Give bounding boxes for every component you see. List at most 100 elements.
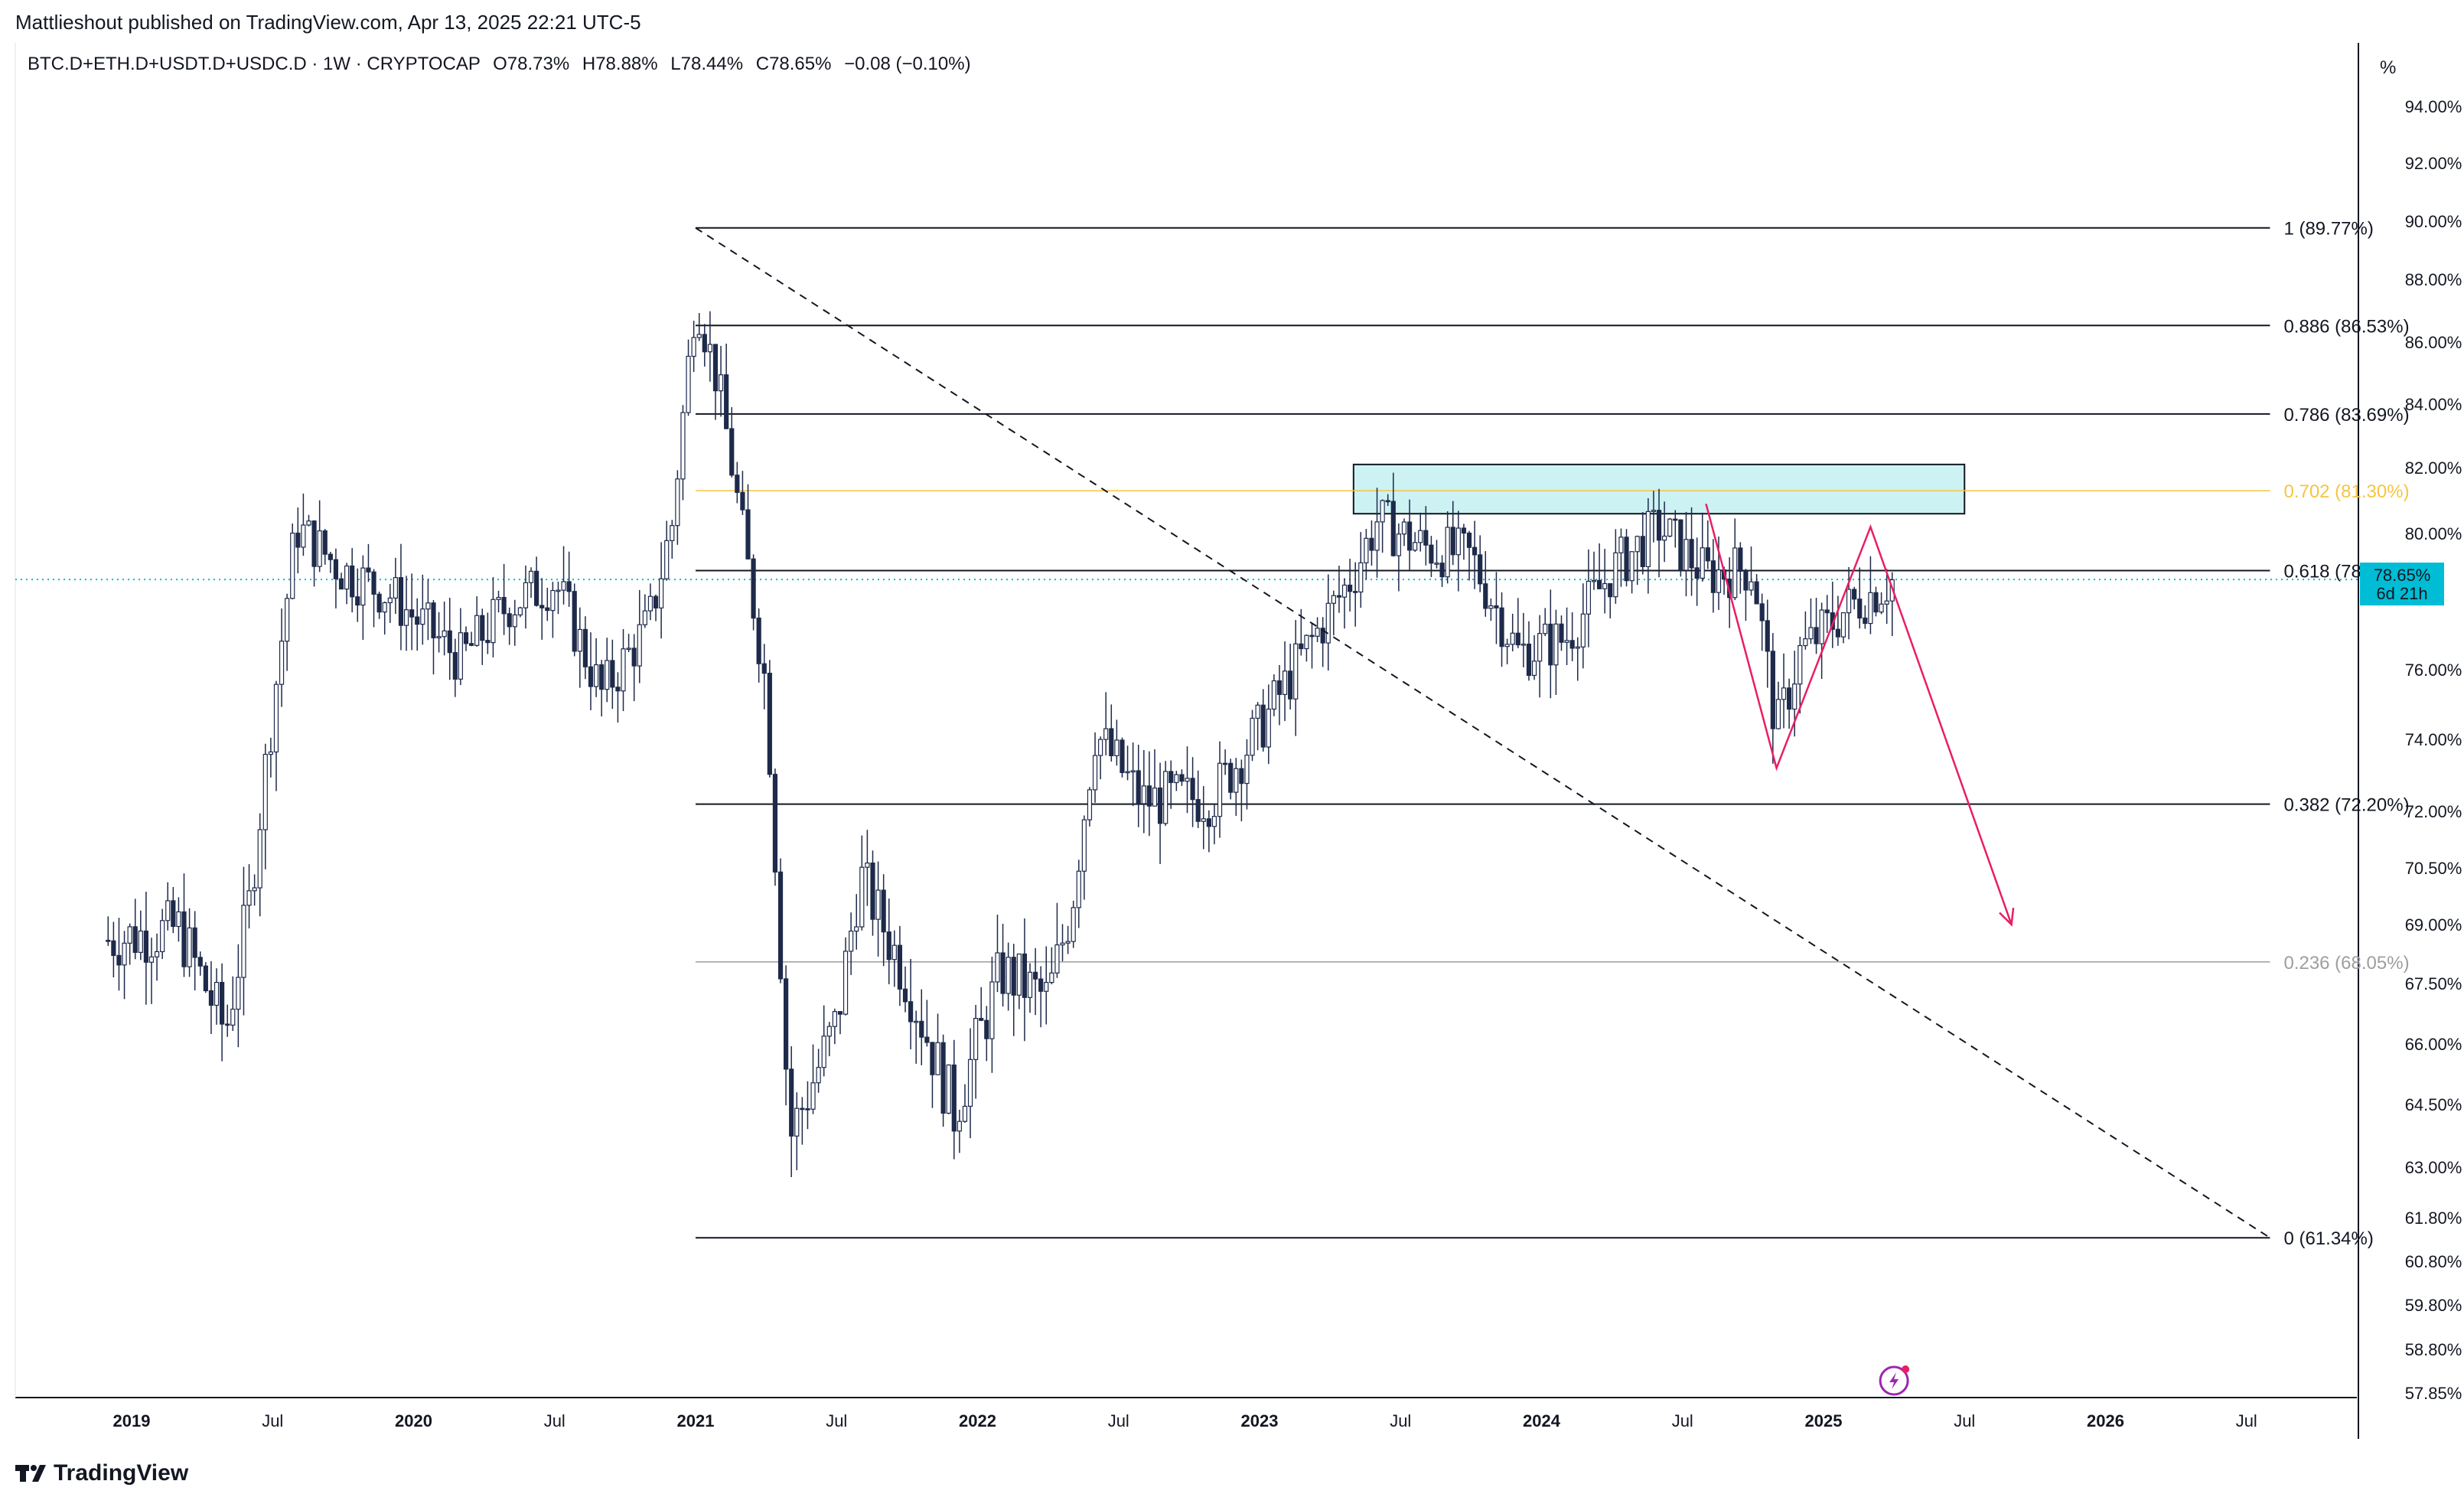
candle[interactable] — [1472, 546, 1478, 556]
candle[interactable] — [686, 355, 691, 413]
candle[interactable] — [605, 660, 610, 690]
candle[interactable] — [192, 927, 197, 958]
candle[interactable] — [360, 567, 366, 606]
candle[interactable] — [1515, 632, 1520, 646]
candle[interactable] — [523, 582, 529, 608]
candle[interactable] — [1543, 623, 1548, 634]
candle[interactable] — [1157, 787, 1163, 824]
candle[interactable] — [1364, 537, 1369, 563]
candle[interactable] — [420, 608, 425, 625]
candle[interactable] — [1038, 978, 1044, 992]
candle[interactable] — [1076, 870, 1081, 908]
candle[interactable] — [393, 577, 398, 599]
candle[interactable] — [1814, 627, 1819, 644]
candle[interactable] — [1683, 539, 1689, 571]
candle[interactable] — [1716, 569, 1722, 593]
candle[interactable] — [751, 558, 756, 619]
candle[interactable] — [784, 978, 789, 1070]
candle[interactable] — [935, 1042, 940, 1075]
candle[interactable] — [1835, 628, 1840, 638]
candle[interactable] — [203, 965, 208, 992]
candle[interactable] — [1032, 971, 1038, 980]
candle[interactable] — [1071, 907, 1076, 942]
candle[interactable] — [1081, 819, 1087, 872]
candle[interactable] — [1120, 739, 1125, 774]
candle[interactable] — [431, 602, 436, 638]
candle[interactable] — [1011, 957, 1016, 996]
candle[interactable] — [1136, 770, 1141, 804]
candle[interactable] — [458, 632, 464, 680]
candle[interactable] — [1873, 592, 1879, 613]
candle[interactable] — [1781, 687, 1787, 700]
candle[interactable] — [1125, 771, 1130, 774]
candle[interactable] — [1380, 500, 1385, 523]
candle[interactable] — [187, 927, 192, 967]
candle[interactable] — [1879, 603, 1884, 613]
candle[interactable] — [659, 578, 664, 608]
candle[interactable] — [1478, 554, 1483, 585]
candle[interactable] — [561, 581, 566, 591]
trend-line-dashed[interactable] — [695, 227, 2270, 1239]
candle[interactable] — [1808, 627, 1814, 640]
candle[interactable] — [1244, 755, 1250, 785]
candle[interactable] — [1749, 581, 1754, 591]
candle[interactable] — [1759, 603, 1765, 621]
candle[interactable] — [680, 412, 686, 480]
candle[interactable] — [810, 1082, 816, 1110]
candle[interactable] — [371, 571, 376, 595]
candle[interactable] — [550, 589, 556, 612]
candle[interactable] — [582, 628, 588, 667]
candle[interactable] — [311, 520, 317, 567]
candle[interactable] — [735, 475, 740, 493]
candle[interactable] — [236, 977, 241, 1010]
candle[interactable] — [387, 597, 393, 604]
candle[interactable] — [995, 952, 1000, 983]
candle[interactable] — [160, 920, 165, 953]
candle[interactable] — [485, 640, 491, 644]
candle[interactable] — [1863, 617, 1868, 625]
candle[interactable] — [951, 1064, 957, 1132]
candle[interactable] — [154, 951, 160, 957]
candle[interactable] — [376, 593, 382, 613]
candle[interactable] — [1520, 643, 1526, 646]
candle[interactable] — [398, 577, 404, 626]
candle[interactable] — [257, 829, 262, 889]
candle[interactable] — [772, 774, 778, 873]
candle[interactable] — [1027, 971, 1033, 998]
candle[interactable] — [1450, 527, 1455, 556]
candle[interactable] — [1271, 680, 1276, 710]
candle[interactable] — [1185, 778, 1190, 782]
candle[interactable] — [1803, 638, 1808, 647]
candle[interactable] — [865, 862, 870, 868]
candle[interactable] — [599, 664, 605, 690]
candle[interactable] — [767, 673, 772, 775]
candle[interactable] — [442, 630, 447, 638]
candle[interactable] — [621, 648, 626, 692]
candle[interactable] — [220, 981, 225, 1025]
candle[interactable] — [317, 530, 322, 567]
candle[interactable] — [615, 687, 621, 692]
candle[interactable] — [756, 617, 761, 664]
candle[interactable] — [1206, 818, 1211, 827]
candle[interactable] — [1260, 704, 1266, 748]
candle[interactable] — [556, 589, 561, 592]
candle[interactable] — [1840, 612, 1846, 638]
candle[interactable] — [1087, 789, 1093, 820]
candle[interactable] — [1315, 628, 1320, 637]
candle[interactable] — [1439, 563, 1445, 578]
candle[interactable] — [252, 887, 257, 892]
candle[interactable] — [761, 663, 767, 674]
candle[interactable] — [1092, 755, 1098, 791]
candle[interactable] — [637, 624, 642, 667]
candle[interactable] — [1613, 552, 1618, 598]
candle[interactable] — [1765, 620, 1770, 652]
candle[interactable] — [1629, 551, 1635, 582]
candle[interactable] — [1455, 527, 1461, 556]
candle[interactable] — [1569, 640, 1575, 649]
candle[interactable] — [729, 428, 735, 476]
candle[interactable] — [832, 1011, 837, 1027]
candle[interactable] — [1846, 589, 1852, 614]
candle[interactable] — [1401, 521, 1407, 535]
candle[interactable] — [1483, 583, 1488, 609]
